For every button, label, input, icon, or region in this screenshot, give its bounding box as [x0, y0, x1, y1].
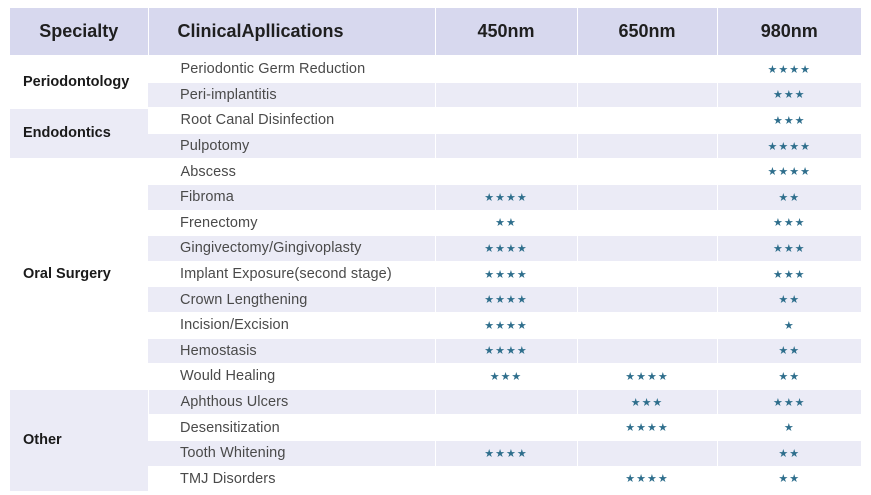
- rating-980nm-cell: ★★★★: [716, 158, 861, 185]
- rating-650nm-cell: [576, 82, 717, 109]
- rating-980nm-cell: ★: [716, 312, 861, 339]
- application-cell: Abscess: [147, 158, 435, 185]
- rating-980nm-cell: ★★★: [716, 389, 861, 416]
- rating-450nm-cell: ★★: [434, 210, 577, 237]
- rating-650nm-cell: [576, 158, 717, 185]
- laser-applications-table-container: Specialty ClinicalApllications 450nm 650…: [10, 8, 861, 493]
- laser-applications-table: Specialty ClinicalApllications 450nm 650…: [10, 8, 861, 493]
- table-row: Fibroma ★★★★ ★★: [10, 184, 861, 211]
- application-cell: Crown Lengthening: [148, 286, 435, 313]
- rating-980nm-cell: ★: [716, 414, 861, 441]
- rating-650nm-cell: ★★★: [576, 389, 717, 416]
- application-cell: TMJ Disorders: [148, 466, 435, 493]
- rating-450nm-cell: [434, 158, 577, 185]
- rating-650nm-cell: ★★★★: [576, 414, 717, 441]
- rating-650nm-cell: [576, 184, 717, 211]
- rating-650nm-cell: [576, 210, 717, 237]
- rating-650nm-cell: [576, 107, 717, 134]
- rating-450nm-cell: [434, 107, 577, 134]
- specialty-cell: Endodontics: [10, 107, 148, 160]
- application-cell: Tooth Whitening: [148, 440, 435, 467]
- application-cell: Aphthous Ulcers: [147, 389, 435, 416]
- rating-450nm-cell: ★★★★: [434, 312, 577, 339]
- rating-980nm-cell: ★★★: [716, 261, 861, 288]
- rating-450nm-cell: [434, 56, 577, 83]
- table-row: Tooth Whitening ★★★★ ★★: [10, 440, 861, 467]
- rating-450nm-cell: ★★★★: [434, 286, 577, 313]
- table-row: Incision/Excision ★★★★ ★: [10, 312, 861, 339]
- table-row: Peri-implantitis ★★★: [10, 82, 861, 109]
- header-row: Specialty ClinicalApllications 450nm 650…: [10, 8, 861, 57]
- rating-450nm-cell: [434, 389, 577, 416]
- rating-650nm-cell: ★★★★: [576, 363, 717, 390]
- table-row: Crown Lengthening ★★★★ ★★: [10, 286, 861, 313]
- rating-450nm-cell: [434, 466, 577, 493]
- table-row: Endodontics Root Canal Disinfection ★★★: [10, 107, 861, 160]
- rating-980nm-cell: ★★★: [716, 107, 861, 134]
- application-cell: Would Healing: [148, 363, 435, 390]
- rating-650nm-cell: [576, 338, 717, 365]
- rating-450nm-cell: [434, 414, 577, 441]
- table-body: Periodontology Periodontic Germ Reduction…: [10, 56, 861, 493]
- rating-980nm-cell: ★★★: [716, 235, 861, 262]
- application-cell: Desensitization: [148, 414, 435, 441]
- header-650nm: 650nm: [576, 8, 717, 57]
- rating-450nm-cell: ★★★★: [434, 338, 577, 365]
- rating-980nm-cell: ★★: [716, 363, 861, 390]
- rating-980nm-cell: ★★: [716, 466, 861, 493]
- rating-650nm-cell: ★★★★: [576, 466, 717, 493]
- rating-650nm-cell: [576, 261, 717, 288]
- table-row: Other Aphthous Ulcers ★★★ ★★★: [10, 389, 861, 493]
- table-row: Desensitization ★★★★ ★: [10, 414, 861, 441]
- application-cell: Root Canal Disinfection: [147, 107, 435, 134]
- rating-980nm-cell: ★★★★: [716, 56, 861, 83]
- rating-650nm-cell: [576, 133, 717, 160]
- rating-450nm-cell: [434, 133, 577, 160]
- rating-450nm-cell: ★★★: [434, 363, 577, 390]
- application-cell: Implant Exposure(second stage): [148, 261, 435, 288]
- rating-450nm-cell: ★★★★: [434, 261, 577, 288]
- rating-980nm-cell: ★★: [716, 440, 861, 467]
- application-cell: Peri-implantitis: [148, 82, 435, 109]
- rating-980nm-cell: ★★: [716, 184, 861, 211]
- rating-980nm-cell: ★★: [716, 286, 861, 313]
- rating-650nm-cell: [576, 56, 717, 83]
- table-row: Frenectomy ★★ ★★★: [10, 210, 861, 237]
- table-row: Hemostasis ★★★★ ★★: [10, 338, 861, 365]
- table-row: Implant Exposure(second stage) ★★★★ ★★★: [10, 261, 861, 288]
- rating-980nm-cell: ★★★: [716, 210, 861, 237]
- table-row: Oral Surgery Abscess ★★★★: [10, 158, 861, 391]
- application-cell: Gingivectomy/Gingivoplasty: [148, 235, 435, 262]
- table-row: Periodontology Periodontic Germ Reduction…: [10, 56, 861, 109]
- application-cell: Pulpotomy: [148, 133, 435, 160]
- table-row: Would Healing ★★★ ★★★★ ★★: [10, 363, 861, 390]
- specialty-cell: Oral Surgery: [10, 158, 148, 391]
- specialty-cell: Periodontology: [10, 56, 148, 109]
- header-980nm: 980nm: [716, 8, 861, 57]
- specialty-cell: Other: [10, 389, 148, 493]
- header-specialty: Specialty: [10, 8, 148, 57]
- application-cell: Fibroma: [148, 184, 435, 211]
- rating-980nm-cell: ★★★★: [716, 133, 861, 160]
- application-cell: Frenectomy: [148, 210, 435, 237]
- header-clinical-applications: ClinicalApllications: [147, 8, 435, 57]
- application-cell: Hemostasis: [148, 338, 435, 365]
- rating-650nm-cell: [576, 235, 717, 262]
- rating-450nm-cell: ★★★★: [434, 184, 577, 211]
- rating-980nm-cell: ★★: [716, 338, 861, 365]
- table-row: Gingivectomy/Gingivoplasty ★★★★ ★★★: [10, 235, 861, 262]
- rating-650nm-cell: [576, 312, 717, 339]
- rating-650nm-cell: [576, 440, 717, 467]
- table-row: TMJ Disorders ★★★★ ★★: [10, 466, 861, 493]
- application-cell: Periodontic Germ Reduction: [147, 56, 435, 83]
- application-cell: Incision/Excision: [148, 312, 435, 339]
- rating-980nm-cell: ★★★: [716, 82, 861, 109]
- rating-450nm-cell: ★★★★: [434, 235, 577, 262]
- table-row: Pulpotomy ★★★★: [10, 133, 861, 160]
- rating-650nm-cell: [576, 286, 717, 313]
- rating-450nm-cell: [434, 82, 577, 109]
- rating-450nm-cell: ★★★★: [434, 440, 577, 467]
- header-450nm: 450nm: [434, 8, 577, 57]
- table-header: Specialty ClinicalApllications 450nm 650…: [10, 8, 861, 57]
